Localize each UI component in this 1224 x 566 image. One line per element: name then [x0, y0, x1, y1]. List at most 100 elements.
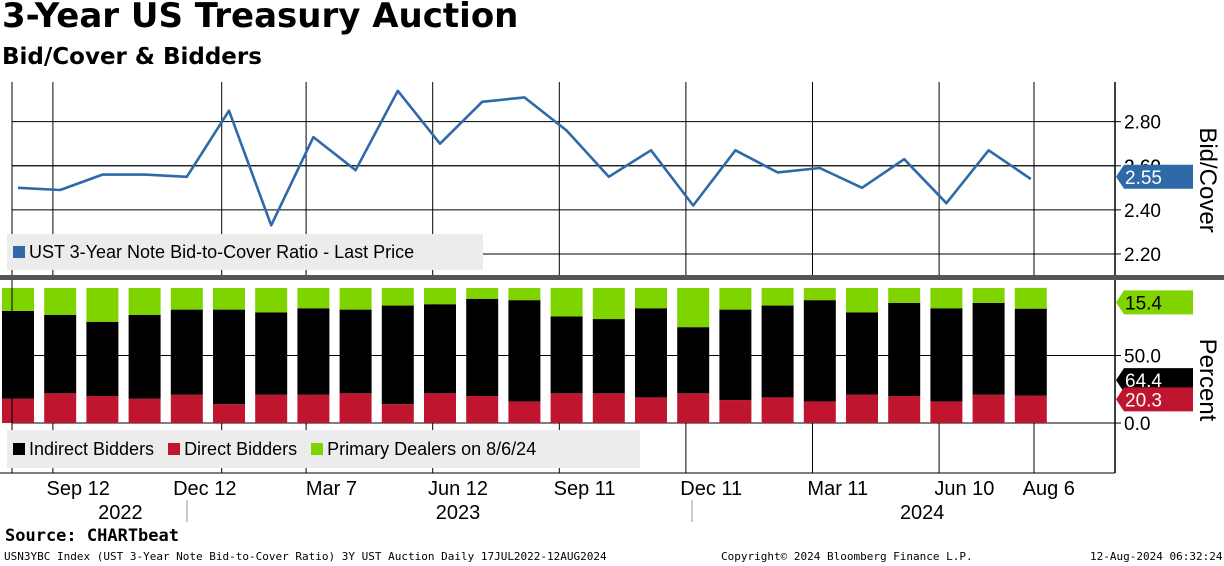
bar-indirect — [86, 321, 119, 397]
line-legend: UST 3-Year Note Bid-to-Cover Ratio - Las… — [7, 234, 483, 270]
bar-direct — [2, 398, 34, 424]
last-value-primary-shape — [1116, 290, 1193, 315]
bar-direct — [761, 397, 794, 424]
x-tick-label: Aug 6 — [1023, 478, 1075, 500]
line-legend-label: UST 3-Year Note Bid-to-Cover Ratio - Las… — [29, 241, 415, 262]
last-value-bidcover: 2.55 — [1116, 164, 1193, 189]
bar-primary — [930, 288, 963, 309]
bars-layer — [2, 287, 1047, 424]
bar-direct — [550, 393, 583, 424]
bar-indirect — [128, 315, 161, 399]
bar-indirect — [761, 305, 794, 398]
bar-indirect — [888, 302, 921, 397]
bar-primary — [86, 288, 119, 322]
bar-indirect — [297, 308, 330, 395]
bar-primary — [44, 288, 77, 316]
bar-indirect — [972, 302, 1005, 395]
bar-primary — [339, 288, 372, 310]
bar-primary — [592, 288, 625, 320]
bar-direct — [972, 394, 1005, 424]
bar-indirect — [44, 315, 77, 394]
bar-direct — [255, 394, 288, 424]
bid-cover-line — [17, 89, 1032, 227]
bar-primary — [170, 288, 203, 310]
bar-direct — [930, 401, 963, 424]
bar-indirect — [550, 316, 583, 394]
bar-primary — [128, 288, 161, 316]
bar-direct — [466, 396, 499, 424]
last-value-primary: 15.4 — [1116, 290, 1193, 315]
legend-primary: Primary Dealers on 8/6/24 — [297, 439, 536, 460]
bar-direct — [339, 393, 372, 424]
bar-primary — [424, 288, 456, 305]
y-tick-label-bidcover: 2.40 — [1124, 201, 1161, 222]
bar-indirect — [592, 319, 625, 394]
bar-indirect — [381, 305, 414, 405]
bar-indirect — [424, 304, 456, 394]
legend-direct-label: Direct Bidders — [184, 438, 298, 459]
bar-primary — [213, 288, 245, 310]
bar-direct — [677, 393, 710, 424]
bar-primary — [719, 288, 752, 310]
last-value-primary-text: 15.4 — [1125, 293, 1162, 314]
bar-primary — [2, 288, 34, 311]
x-tick-label: Jun 12 — [428, 478, 488, 500]
x-tick-label: Jun 10 — [934, 478, 994, 500]
legend-indirect-label: Indirect Bidders — [29, 438, 155, 459]
bar-primary — [297, 288, 330, 309]
bar-primary — [846, 288, 878, 313]
bar-indirect — [255, 312, 288, 395]
x-year-label: 2023 — [436, 502, 481, 524]
bar-legend: Indirect Bidders Direct Bidders Primary … — [7, 430, 640, 468]
bar-indirect — [466, 298, 499, 397]
line-layer — [17, 89, 1032, 227]
bar-primary — [550, 288, 583, 317]
y-axis-title-bidcover: Bid/Cover — [1194, 127, 1221, 232]
bar-primary — [255, 288, 288, 313]
bar-direct — [297, 394, 330, 424]
last-value-indirect: 64.4 — [1116, 368, 1193, 393]
last-value-direct-text: 20.3 — [1125, 390, 1162, 411]
chart-title: 3-Year US Treasury Auction — [2, 0, 519, 36]
x-tick-label: Sep 11 — [554, 478, 616, 500]
bar-direct — [86, 396, 119, 424]
bar-primary — [466, 288, 499, 299]
x-tick-label: Mar 7 — [306, 478, 357, 500]
last-value-bidcover-text: 2.55 — [1125, 168, 1162, 189]
bar-indirect — [846, 312, 878, 395]
x-tick-label: Dec 12 — [173, 478, 236, 500]
line-legend-swatch — [13, 246, 25, 258]
bar-direct — [170, 394, 203, 424]
y-tick-label-bidcover: 2.80 — [1124, 113, 1161, 134]
bar-indirect — [930, 308, 963, 402]
bar-direct — [381, 404, 414, 424]
footer-left: USN3YBC Index (UST 3-Year Note Bid-to-Co… — [4, 550, 607, 563]
y-tick-label-bidcover: 2.20 — [1124, 245, 1161, 266]
x-tick-label: Dec 11 — [680, 478, 742, 500]
bar-direct — [213, 404, 245, 424]
bar-direct — [803, 401, 836, 424]
axis-layer: 2.802.602.402.202.6050.00.02.5515.464.42… — [0, 82, 1224, 524]
legend-direct: Direct Bidders — [154, 439, 297, 460]
last-value-direct: 20.3 — [1116, 387, 1193, 412]
bar-primary — [972, 288, 1005, 303]
last-value-indirect-text: 64.4 — [1125, 371, 1162, 392]
legend-indirect: Indirect Bidders — [7, 439, 154, 460]
bar-primary — [635, 288, 667, 309]
bar-indirect — [170, 309, 203, 395]
bar-direct — [846, 394, 878, 424]
chart-subtitle: Bid/Cover & Bidders — [2, 44, 262, 70]
x-year-label: 2024 — [900, 502, 945, 524]
bar-indirect — [339, 309, 372, 394]
bar-indirect — [508, 300, 541, 402]
legend-primary-label: Primary Dealers on 8/6/24 — [327, 438, 537, 459]
bar-direct — [424, 393, 456, 424]
bar-primary — [677, 288, 710, 328]
bar-primary — [888, 288, 921, 303]
x-year-label: 2022 — [98, 502, 143, 524]
bar-direct — [1014, 395, 1047, 424]
bar-direct — [508, 401, 541, 424]
x-tick-label: Sep 12 — [47, 478, 110, 500]
panel-divider — [0, 275, 1224, 280]
bar-indirect — [803, 300, 836, 402]
